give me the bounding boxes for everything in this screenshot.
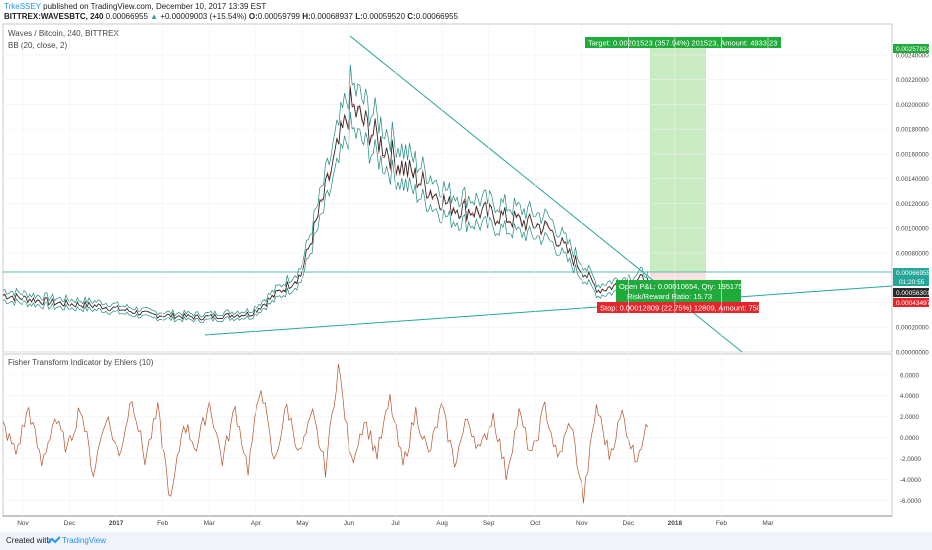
open-value: 0.00059799: [257, 12, 300, 21]
price-tag-high-text: 0.00257824: [896, 46, 931, 53]
author-link[interactable]: TrkeSSEY: [4, 2, 41, 11]
time-axis[interactable]: Nov Dec 2017 Feb Mar Apr May Jun Jul Aug Sep Oct Nov…: [17, 24, 774, 527]
bb-lower-line: [2, 112, 649, 324]
price-tick-label: 0.00160000: [896, 151, 929, 158]
symbol-label: BITTREX:WAVESBTC, 240: [4, 12, 104, 21]
price-tag-last: [893, 268, 929, 277]
price-tick-label: 0.00140000: [896, 176, 929, 183]
fisher-line: [2, 363, 649, 504]
bb-indicator-label: BB (20, close, 2): [8, 41, 67, 50]
price-tick-label: 0.00180000: [896, 127, 929, 134]
fisher-tick-label: 4.0000: [900, 393, 919, 400]
high-value: 0.00068937: [310, 12, 353, 21]
created-with-text: Created with: [6, 536, 51, 545]
price-tag-mid-text: 0.00056301: [896, 290, 931, 297]
price-tag-mid: [893, 288, 929, 297]
fisher-title: Fisher Transform Indicator by Ehlers (10…: [8, 358, 154, 367]
close-label: C:: [407, 12, 416, 21]
price-tick-label: 0.00220000: [896, 77, 929, 84]
time-tick-label: Nov: [576, 520, 588, 527]
price-line: [2, 88, 649, 321]
price-tick-label: 0.00000000: [896, 350, 929, 357]
time-tick-label: Feb: [716, 520, 728, 527]
low-label: L:: [355, 12, 363, 21]
price-axis[interactable]: 0.00240000 0.00220000 0.00200000 0.00180000…: [896, 52, 929, 356]
price-tick-label: 0.00100000: [896, 226, 929, 233]
time-tick-label: 2017: [109, 520, 124, 527]
time-tick-label: Jul: [391, 520, 400, 527]
fisher-tick-label: -4.0000: [900, 477, 922, 484]
fisher-series: [2, 363, 649, 504]
open-label: O:: [248, 12, 258, 21]
bb-upper-line: [2, 64, 649, 318]
price-series: [2, 64, 649, 324]
time-tick-label: May: [296, 520, 309, 527]
open-pl-box[interactable]: [616, 280, 741, 302]
target-label-box[interactable]: [585, 37, 781, 48]
time-tick-label: Sep: [483, 520, 495, 527]
fisher-tick-label: 6.0000: [900, 372, 919, 379]
ohlc-line: BITTREX:WAVESBTC, 240 0.00066955 ▲ +0.00…: [4, 12, 458, 22]
time-tick-label: Mar: [204, 520, 216, 527]
stop-label-box[interactable]: [597, 302, 759, 313]
time-tick-label: Apr: [251, 520, 262, 527]
published-text: published on TradingView.com, December 1…: [43, 2, 267, 11]
low-value: 0.00059520: [362, 12, 406, 21]
fisher-axis[interactable]: 6.0000 4.0000 2.0000 0.0000 -2.0000 -4.0000 -6…: [900, 372, 922, 505]
change-value: +0.00009003 (+15.54%): [160, 12, 247, 21]
time-tick-label: Dec: [64, 520, 76, 527]
time-tick-label: Mar: [762, 520, 774, 527]
main-grid: [3, 54, 892, 353]
countdown-text: 01:20:55: [899, 279, 925, 286]
fisher-tick-label: -6.0000: [900, 498, 922, 505]
footer: Created with TradingView: [0, 532, 932, 550]
stop-label: Stop: 0.00012809 (22.75%) 12809, Amount:…: [600, 304, 761, 313]
fisher-tick-label: -2.0000: [900, 456, 922, 463]
ascending-trendline[interactable]: [204, 285, 893, 336]
tradingview-logo-icon: [48, 536, 60, 544]
time-tick-label: Aug: [436, 520, 448, 527]
time-tick-label: Oct: [530, 520, 540, 527]
tradingview-link[interactable]: TradingView: [62, 536, 107, 545]
close-value: 0.00066955: [415, 12, 458, 21]
last-price: 0.00066955: [105, 12, 148, 21]
price-tag-last-text: 0.00066955: [896, 270, 931, 277]
price-tag-high: [893, 44, 929, 53]
target-zone: [650, 46, 706, 272]
price-tag-stop-text: 0.00043497: [896, 300, 931, 307]
pane-title: Waves / Bitcoin, 240, BITTREX: [8, 29, 120, 38]
time-tick-label: Feb: [157, 520, 169, 527]
price-tag-stop: [893, 298, 929, 307]
time-tick-label: Jun: [344, 520, 355, 527]
price-tick-label: 0.00120000: [896, 201, 929, 208]
target-label: Target: 0.00201523 (357.94%) 201523, Amo…: [588, 39, 777, 48]
price-tick-label: 0.00200000: [896, 102, 929, 109]
bb-basis-line: [2, 85, 649, 321]
header: TrkeSSEY published on TradingView.com, D…: [0, 0, 932, 22]
fisher-tick-label: 0.0000: [900, 435, 919, 442]
countdown-tag: [893, 277, 929, 286]
time-tick-label: Dec: [623, 520, 635, 527]
high-label: H:: [302, 12, 311, 21]
chart-area[interactable]: Waves / Bitcoin, 240, BITTREX BB (20, cl…: [0, 22, 932, 532]
open-pl-label: Open P&L: 0.00010654, Qty: 1951752: [619, 282, 747, 291]
time-tick-label: Nov: [17, 520, 29, 527]
price-tick-label: 0.00240000: [896, 52, 929, 59]
time-tick-label: 2018: [668, 520, 683, 527]
fisher-tick-label: 2.0000: [900, 414, 919, 421]
up-arrow-icon: ▲: [150, 12, 159, 21]
risk-reward-label: Risk/Reward Ratio: 15.73: [627, 292, 712, 301]
price-tick-label: 0.00020000: [896, 325, 929, 332]
price-tick-label: 0.00080000: [896, 250, 929, 257]
publish-line: TrkeSSEY published on TradingView.com, D…: [4, 2, 266, 12]
